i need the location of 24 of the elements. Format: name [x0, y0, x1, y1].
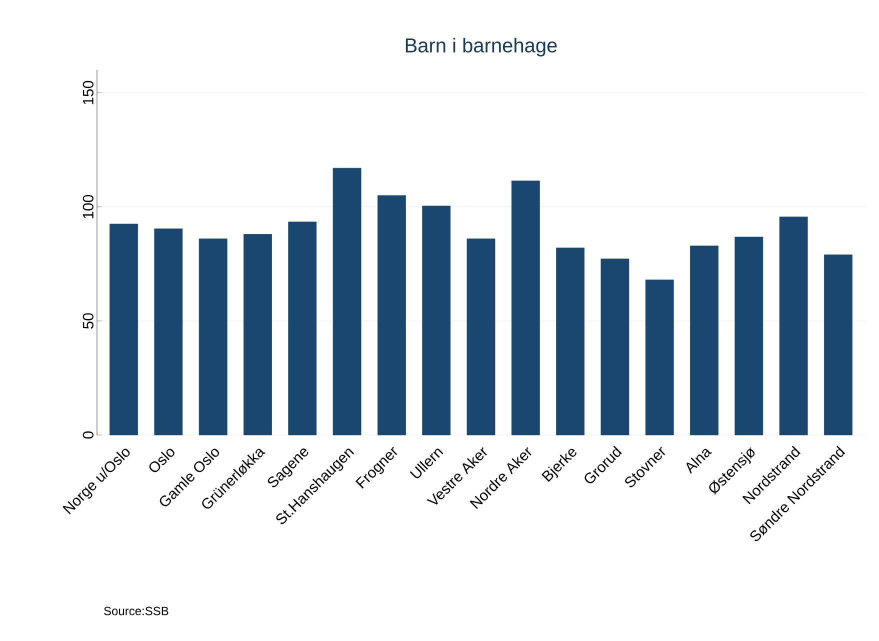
bar [556, 248, 585, 436]
bar [198, 238, 228, 436]
chart-title: Barn i barnehage [406, 38, 557, 56]
y-tick-label: 150 [82, 80, 94, 104]
bar [244, 234, 272, 436]
bar [511, 180, 540, 436]
bar [466, 238, 496, 436]
bar [422, 206, 451, 436]
bar [110, 224, 138, 436]
y-tick-label: 100 [82, 194, 94, 218]
bar [645, 280, 674, 436]
bar [690, 246, 718, 436]
bar [378, 195, 406, 436]
source-note: Source:SSB [104, 606, 168, 616]
bar [332, 168, 362, 436]
bar [734, 236, 764, 436]
bar [288, 222, 317, 436]
x-tick-label: Oslo [149, 448, 174, 472]
bar [824, 254, 852, 436]
bar [779, 216, 808, 436]
bar [154, 228, 183, 436]
y-tick-label: 50 [82, 313, 94, 329]
bar [600, 258, 630, 436]
y-tick-label: 0 [82, 431, 94, 439]
